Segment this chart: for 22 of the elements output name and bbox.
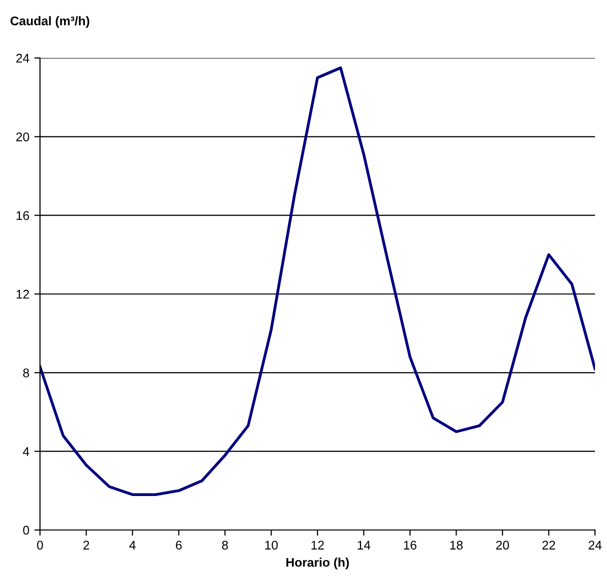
y-tick-label: 16 <box>16 211 30 220</box>
y-tick-label: 8 <box>23 368 30 378</box>
x-tick-label: 22 <box>542 540 556 550</box>
x-axis-title: Horario (h) <box>286 558 349 570</box>
y-tick-label: 20 <box>16 132 30 142</box>
x-tick-label: 16 <box>404 540 416 550</box>
x-tick-label: 18 <box>450 540 463 550</box>
y-tick-label: 12 <box>16 290 29 299</box>
x-tick-label: 14 <box>358 540 370 550</box>
x-tick-label: 0 <box>37 540 43 550</box>
x-tick-label: 2 <box>83 540 90 550</box>
y-axis-title: Caudal (m³/h) <box>10 16 90 28</box>
x-tick-label: 24 <box>588 540 602 550</box>
x-tick-label: 10 <box>265 540 278 550</box>
x-tick-label: 12 <box>312 540 324 550</box>
y-tick-label: 4 <box>22 447 30 456</box>
x-tick-label: 4 <box>129 540 136 550</box>
x-tick-label: 20 <box>496 540 509 550</box>
y-tick-label: 0 <box>23 526 30 535</box>
y-tick-label: 24 <box>16 54 30 63</box>
x-tick-label: 8 <box>222 540 228 550</box>
x-tick-label: 6 <box>176 540 182 550</box>
